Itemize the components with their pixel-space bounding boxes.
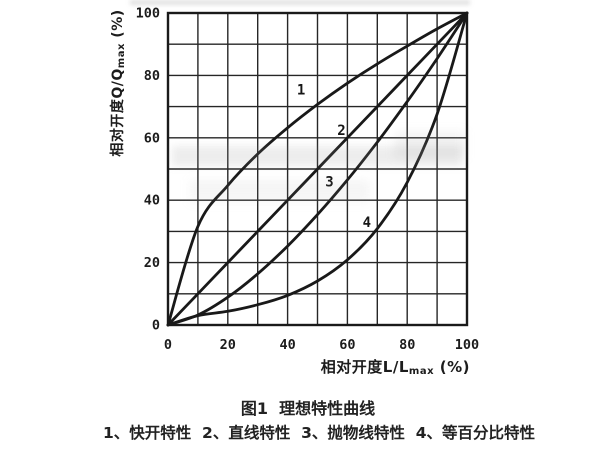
y-tick-label: 100 <box>136 6 160 22</box>
curve-3 <box>166 11 469 327</box>
y-axis-title: 相对开度Q/Qmax (%) <box>107 9 127 156</box>
x-axis-title: 相对开度L/Lmax (%) <box>321 356 470 377</box>
figure-caption-legend: 1、快开特性 2、直线特性 3、抛物线特性 4、等百分比特性 <box>102 424 536 442</box>
x-tick-label: 60 <box>339 337 355 353</box>
x-tick-label: 100 <box>455 337 479 353</box>
y-tick-label: 80 <box>144 68 160 84</box>
curve-label-3: 3 <box>325 174 333 190</box>
x-axis-title-text: 相对开度L/L <box>320 358 409 376</box>
plot-border <box>166 11 469 327</box>
curve-2 <box>166 11 469 327</box>
figure-caption-title: 图1 理想特性曲线 <box>240 399 376 418</box>
curve-label-1: 1 <box>297 82 305 98</box>
x-axis-title-subscript: max <box>408 366 435 377</box>
curve-label-2: 2 <box>337 123 345 139</box>
x-tick-label: 20 <box>220 337 236 353</box>
y-tick-label: 60 <box>144 130 160 146</box>
y-tick-label: 20 <box>144 255 160 271</box>
y-tick-label: 40 <box>144 193 160 209</box>
curve-label-4: 4 <box>363 215 371 231</box>
x-tick-label: 80 <box>399 337 415 353</box>
y-axis-title-text: 相对开度Q/Q <box>110 68 126 157</box>
x-tick-label: 0 <box>164 337 172 353</box>
curve-1 <box>166 11 469 327</box>
x-tick-label: 40 <box>279 337 295 353</box>
y-axis-title-subscript: max <box>116 43 127 69</box>
x-axis-title-unit: (%) <box>434 358 470 376</box>
y-tick-label: 0 <box>152 318 160 334</box>
curve-4 <box>166 11 469 327</box>
y-axis-title-unit: (%) <box>110 9 126 44</box>
